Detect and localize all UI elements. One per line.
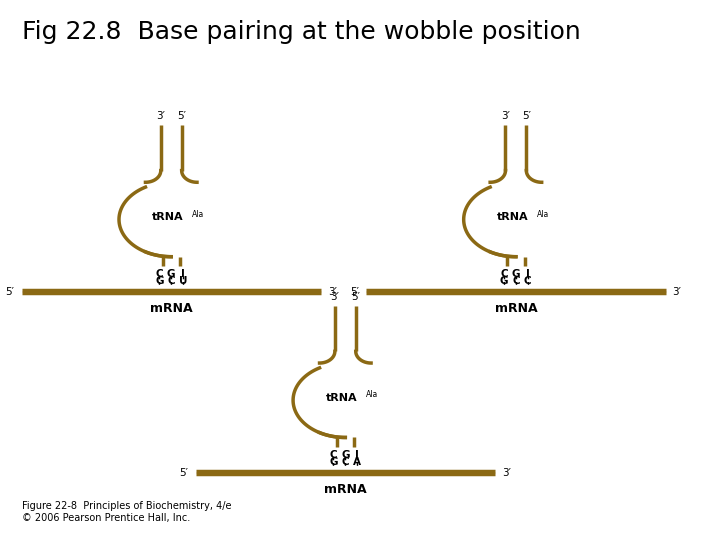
- Text: U: U: [179, 276, 187, 287]
- Text: C: C: [168, 276, 175, 287]
- Text: 3′: 3′: [330, 292, 339, 302]
- Text: Figure 22-8  Principles of Biochemistry, 4/e
© 2006 Pearson Prentice Hall, Inc.: Figure 22-8 Principles of Biochemistry, …: [22, 501, 231, 523]
- Text: C: C: [341, 457, 349, 467]
- Text: A: A: [353, 457, 361, 467]
- Text: 5′: 5′: [6, 287, 14, 297]
- Text: C: C: [156, 269, 163, 279]
- Text: 5′: 5′: [179, 468, 189, 477]
- Text: 5′: 5′: [177, 111, 186, 121]
- Text: Ala: Ala: [537, 210, 549, 219]
- Text: I: I: [355, 450, 359, 460]
- Text: tRNA: tRNA: [326, 393, 358, 403]
- Text: C: C: [330, 450, 337, 460]
- Text: Fig 22.8  Base pairing at the wobble position: Fig 22.8 Base pairing at the wobble posi…: [22, 20, 580, 44]
- Text: 3′: 3′: [501, 111, 510, 121]
- Text: mRNA: mRNA: [324, 483, 366, 496]
- Text: G: G: [512, 269, 520, 279]
- Text: 3′: 3′: [156, 111, 166, 121]
- Text: 5′: 5′: [351, 292, 360, 302]
- Text: 3′: 3′: [502, 468, 511, 477]
- Text: 3′: 3′: [328, 287, 337, 297]
- Text: I: I: [181, 269, 185, 279]
- Text: Ala: Ala: [366, 390, 379, 400]
- Text: C: C: [500, 269, 508, 279]
- Text: C: C: [524, 276, 531, 287]
- Text: C: C: [512, 276, 520, 287]
- Text: mRNA: mRNA: [495, 302, 537, 315]
- Text: 5′: 5′: [522, 111, 531, 121]
- Text: G: G: [341, 450, 349, 460]
- Text: G: G: [167, 269, 176, 279]
- Text: 5′: 5′: [350, 287, 359, 297]
- Text: tRNA: tRNA: [152, 212, 184, 222]
- Text: tRNA: tRNA: [497, 212, 528, 222]
- Text: G: G: [500, 276, 508, 287]
- Text: I: I: [526, 269, 530, 279]
- Text: mRNA: mRNA: [150, 302, 192, 315]
- Text: Ala: Ala: [192, 210, 204, 219]
- Text: G: G: [329, 457, 338, 467]
- Text: G: G: [155, 276, 163, 287]
- Text: 3′: 3′: [672, 287, 682, 297]
